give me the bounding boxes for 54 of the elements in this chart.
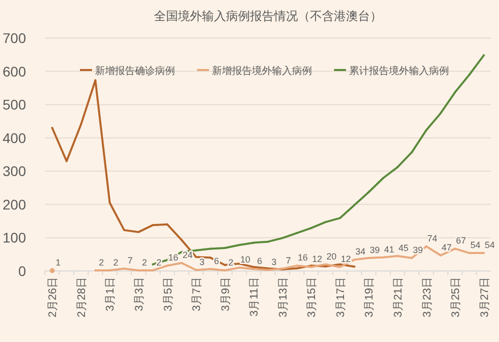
x-tick-label: 3月15日 (306, 277, 318, 318)
y-tick-label: 100 (2, 230, 26, 246)
data-label: 54 (484, 240, 495, 250)
data-label: 24 (182, 250, 193, 260)
data-label: 3 (200, 257, 205, 267)
data-label: 6 (257, 256, 262, 266)
data-label: 47 (442, 242, 452, 252)
data-label: 41 (384, 244, 394, 254)
data-label: 20 (326, 251, 337, 262)
legend-label: 新增报告确诊病例 (95, 65, 175, 77)
x-tick-label: 3月3日 (134, 277, 146, 312)
y-tick-label: 500 (2, 96, 26, 113)
x-tick-label: 2月26日 (47, 277, 60, 318)
data-label: 54 (470, 240, 480, 250)
x-tick-label: 3月27日 (478, 277, 491, 318)
y-tick-label: 400 (2, 130, 26, 146)
data-label: 39 (412, 245, 423, 256)
x-tick-label: 2月28日 (76, 277, 88, 318)
data-label: 2 (142, 257, 148, 268)
x-tick-label: 3月19日 (364, 277, 376, 318)
data-label: 1 (56, 258, 61, 268)
chart-title: 全国境外输入病例报告情况（不含港澳台） (154, 9, 382, 23)
x-tick-label: 3月9日 (220, 277, 232, 312)
x-tick-label: 3月17日 (334, 277, 347, 318)
legend-label: 新增报告境外输入病例 (212, 65, 312, 77)
x-tick-label: 3月7日 (191, 277, 204, 312)
x-tick-label: 3月13日 (277, 277, 290, 318)
data-label: 7 (286, 256, 291, 266)
y-tick-label: 200 (2, 196, 26, 212)
data-label: 39 (370, 245, 380, 256)
data-label: 67 (456, 236, 466, 246)
x-tick-label: 3月21日 (392, 277, 404, 318)
data-label: 7 (128, 256, 133, 266)
data-label: 3 (271, 257, 277, 267)
data-label: 12 (312, 254, 322, 264)
data-label: 2 (113, 257, 118, 268)
data-label: 74 (427, 233, 438, 244)
y-tick-label: 0 (18, 263, 26, 279)
x-tick-label: 3月5日 (162, 277, 174, 312)
data-label: 2 (98, 257, 104, 268)
data-label: 10 (240, 254, 250, 265)
data-label: 6 (214, 256, 219, 266)
data-label: 16 (298, 252, 308, 263)
y-tick-label: 700 (2, 30, 26, 46)
x-tick-label: 3月25日 (450, 277, 462, 318)
legend-label: 累计报告境外输入病例 (349, 65, 449, 77)
y-tick-label: 600 (2, 63, 26, 80)
x-tick-label: 3月23日 (421, 277, 434, 318)
data-label: 34 (355, 246, 366, 257)
x-tick-label: 3月11日 (248, 277, 261, 317)
data-label: 12 (340, 254, 351, 264)
x-tick-label: 3月1日 (104, 277, 117, 312)
y-tick-label: 300 (2, 163, 26, 180)
data-label: 45 (398, 243, 408, 254)
